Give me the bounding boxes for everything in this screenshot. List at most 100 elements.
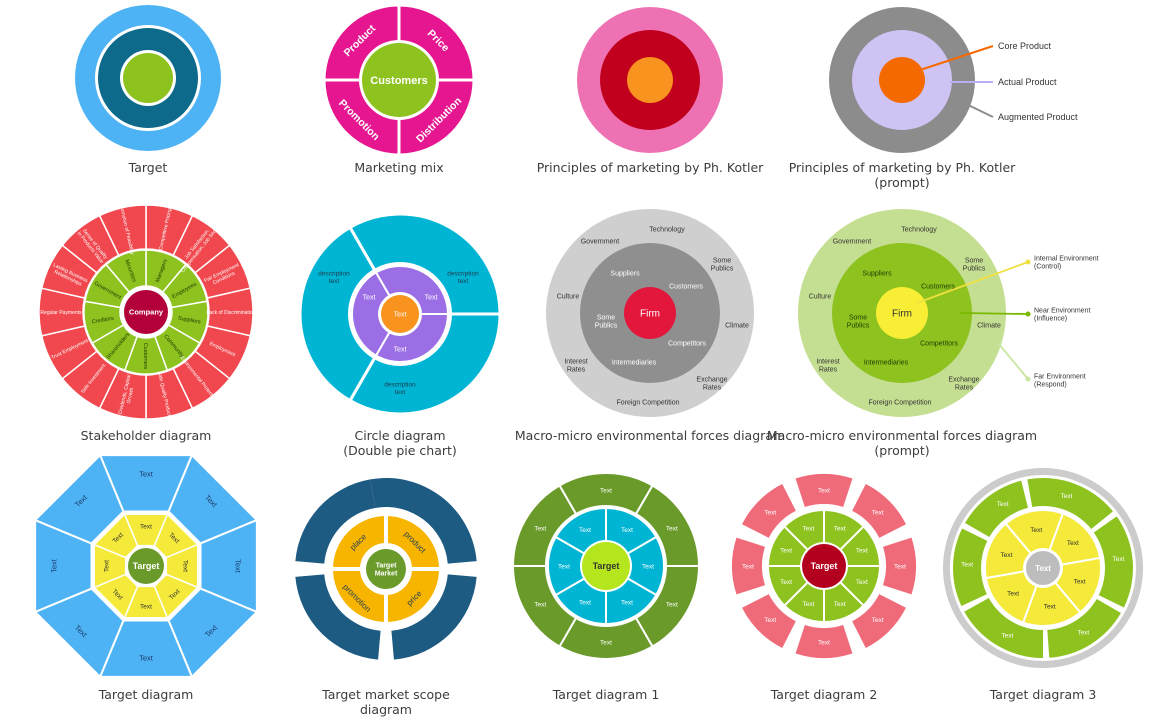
- center-label: Text: [1035, 564, 1051, 573]
- core-pointer: [913, 45, 994, 73]
- caption-line: Target diagram 2: [770, 687, 878, 702]
- macro-label: Climate: [977, 322, 1001, 329]
- target2-inner-label: Text: [780, 579, 792, 586]
- core-circle: [879, 57, 925, 103]
- core-circle: [627, 57, 673, 103]
- target3-inner-label: Text: [1067, 540, 1079, 547]
- target2-inner-label: Text: [802, 601, 814, 608]
- micro-label: Intermediaries: [612, 359, 657, 366]
- stakeholder-inner-label: Creditors: [91, 316, 114, 326]
- callout-label: Near Environment (Influence): [1034, 307, 1090, 322]
- octagon-inner-label: Text: [103, 560, 110, 572]
- core-label: Core Product: [998, 41, 1052, 51]
- caption-line: (Double pie chart): [343, 443, 457, 458]
- target-diagram-2: Target Text Text Text Text Text Text Text Text Te…: [732, 474, 916, 658]
- macro-label: Technology: [649, 226, 685, 233]
- micro-label: Suppliers: [862, 270, 892, 277]
- center-circle: [366, 549, 406, 589]
- octagon-outer-label: Text: [233, 559, 242, 574]
- scope-outer-segment: [391, 574, 477, 660]
- target2-outer-segment: [852, 484, 906, 538]
- macro-label: Foreign Competition: [868, 399, 931, 406]
- center-circle: [123, 53, 173, 103]
- caption-line: Macro-micro environmental forces diagram: [766, 428, 1038, 443]
- caption-macro-micro: Macro-micro environmental forces diagram: [500, 428, 800, 443]
- target-diagram-1: Target Text Text Text Text Text Text Text Text Te…: [511, 472, 701, 660]
- caption-stakeholder: Stakeholder diagram: [0, 428, 296, 443]
- kotler-prompt-diagram: Core Product Actual Product Augmented Prod…: [829, 7, 1078, 153]
- target3-outer-label: Text: [1077, 630, 1089, 637]
- target2-outer-label: Text: [818, 487, 830, 494]
- caption-line: Marketing mix: [354, 160, 444, 175]
- target1-inner-label: Text: [558, 563, 570, 570]
- target2-inner-label: Text: [834, 601, 846, 608]
- target1-inner-label: Text: [642, 563, 654, 570]
- callout-label: Far Environment (Respond): [1034, 373, 1086, 388]
- caption-target-octagon: Target diagram: [0, 687, 296, 702]
- macro-label: Climate: [725, 322, 749, 329]
- octagon-outer-label: Text: [139, 470, 154, 479]
- macro-label: Government: [581, 238, 620, 245]
- internal-pointer: [916, 261, 1029, 304]
- target2-outer-label: Text: [764, 510, 776, 517]
- target2-inner-label: Text: [856, 579, 868, 586]
- augmented-pointer: [961, 101, 994, 118]
- far-pointer: [997, 342, 1029, 380]
- target2-outer-label: Text: [872, 510, 884, 517]
- micro-label: Intermediaries: [864, 359, 909, 366]
- target2-inner-label: Text: [834, 525, 846, 532]
- macro-label: Interest Rates: [564, 358, 587, 373]
- stakeholder-outer-label: Regular Payments: [40, 310, 82, 316]
- company-label: Company: [129, 308, 164, 317]
- caption-macro-micro-prompt: Macro-micro environmental forces diagram…: [752, 428, 1052, 458]
- center-label: Text: [394, 311, 407, 318]
- target2-outer-label: Text: [818, 639, 830, 646]
- micro-label: Suppliers: [610, 270, 640, 277]
- target1-inner-label: Text: [621, 600, 633, 607]
- caption-line: Target market scope: [322, 687, 450, 702]
- micro-label: Customers: [921, 283, 955, 290]
- target2-inner-label: Text: [856, 548, 868, 555]
- target1-outer-label: Text: [600, 487, 612, 494]
- target2-outer-segment: [852, 594, 906, 648]
- target3-outer-label: Text: [997, 501, 1009, 508]
- octagon-outer-segment: [33, 453, 125, 545]
- center-label: Target: [133, 561, 160, 571]
- inner-pie-segment: [351, 271, 402, 357]
- augmented-label: Augmented Product: [998, 112, 1078, 122]
- stakeholder-inner-label: Suppliers: [177, 316, 201, 326]
- target3-outer-label: Text: [1061, 493, 1073, 500]
- inner-label: Text: [425, 294, 438, 301]
- center-label: Target Market: [375, 562, 398, 577]
- macro-label: Some Publics: [711, 257, 734, 272]
- caption-target-scope: Target market scope diagram: [236, 687, 536, 717]
- target2-outer-segment: [882, 537, 916, 595]
- target3-inner-label: Text: [1044, 604, 1056, 611]
- center-circle: [1026, 551, 1060, 585]
- target3-outer-segment: [964, 598, 1043, 658]
- stakeholder-inner-label: Customers: [142, 343, 148, 370]
- target2-outer-label: Text: [872, 617, 884, 624]
- caption-line: (prompt): [874, 443, 930, 458]
- macro-micro-diagram: Firm Suppliers Customers Some Publics Competi…: [546, 209, 754, 417]
- firm-circle: [876, 287, 928, 339]
- center-label: Customers: [370, 75, 427, 87]
- macro-label: Government: [833, 238, 872, 245]
- inner-label: Text: [394, 346, 407, 353]
- macro-label: Exchange Rates: [696, 376, 727, 391]
- target2-outer-label: Text: [742, 563, 754, 570]
- octagon-inner-label: Text: [140, 523, 152, 530]
- scope-outer-segment: [295, 574, 381, 660]
- caption-target-1: Target diagram 1: [456, 687, 756, 702]
- center-label: Target: [593, 561, 620, 571]
- octagon-outer-label: Text: [139, 654, 154, 663]
- caption-circle-diagram: Circle diagram (Double pie chart): [250, 428, 550, 458]
- pointer-dot: [1025, 259, 1031, 265]
- micro-label: Some Publics: [595, 314, 618, 329]
- caption-target-3: Target diagram 3: [893, 687, 1160, 702]
- caption-line: Principles of marketing by Ph. Kotler: [536, 160, 764, 175]
- micro-label: Some Publics: [847, 314, 870, 329]
- caption-line: (prompt): [874, 175, 930, 190]
